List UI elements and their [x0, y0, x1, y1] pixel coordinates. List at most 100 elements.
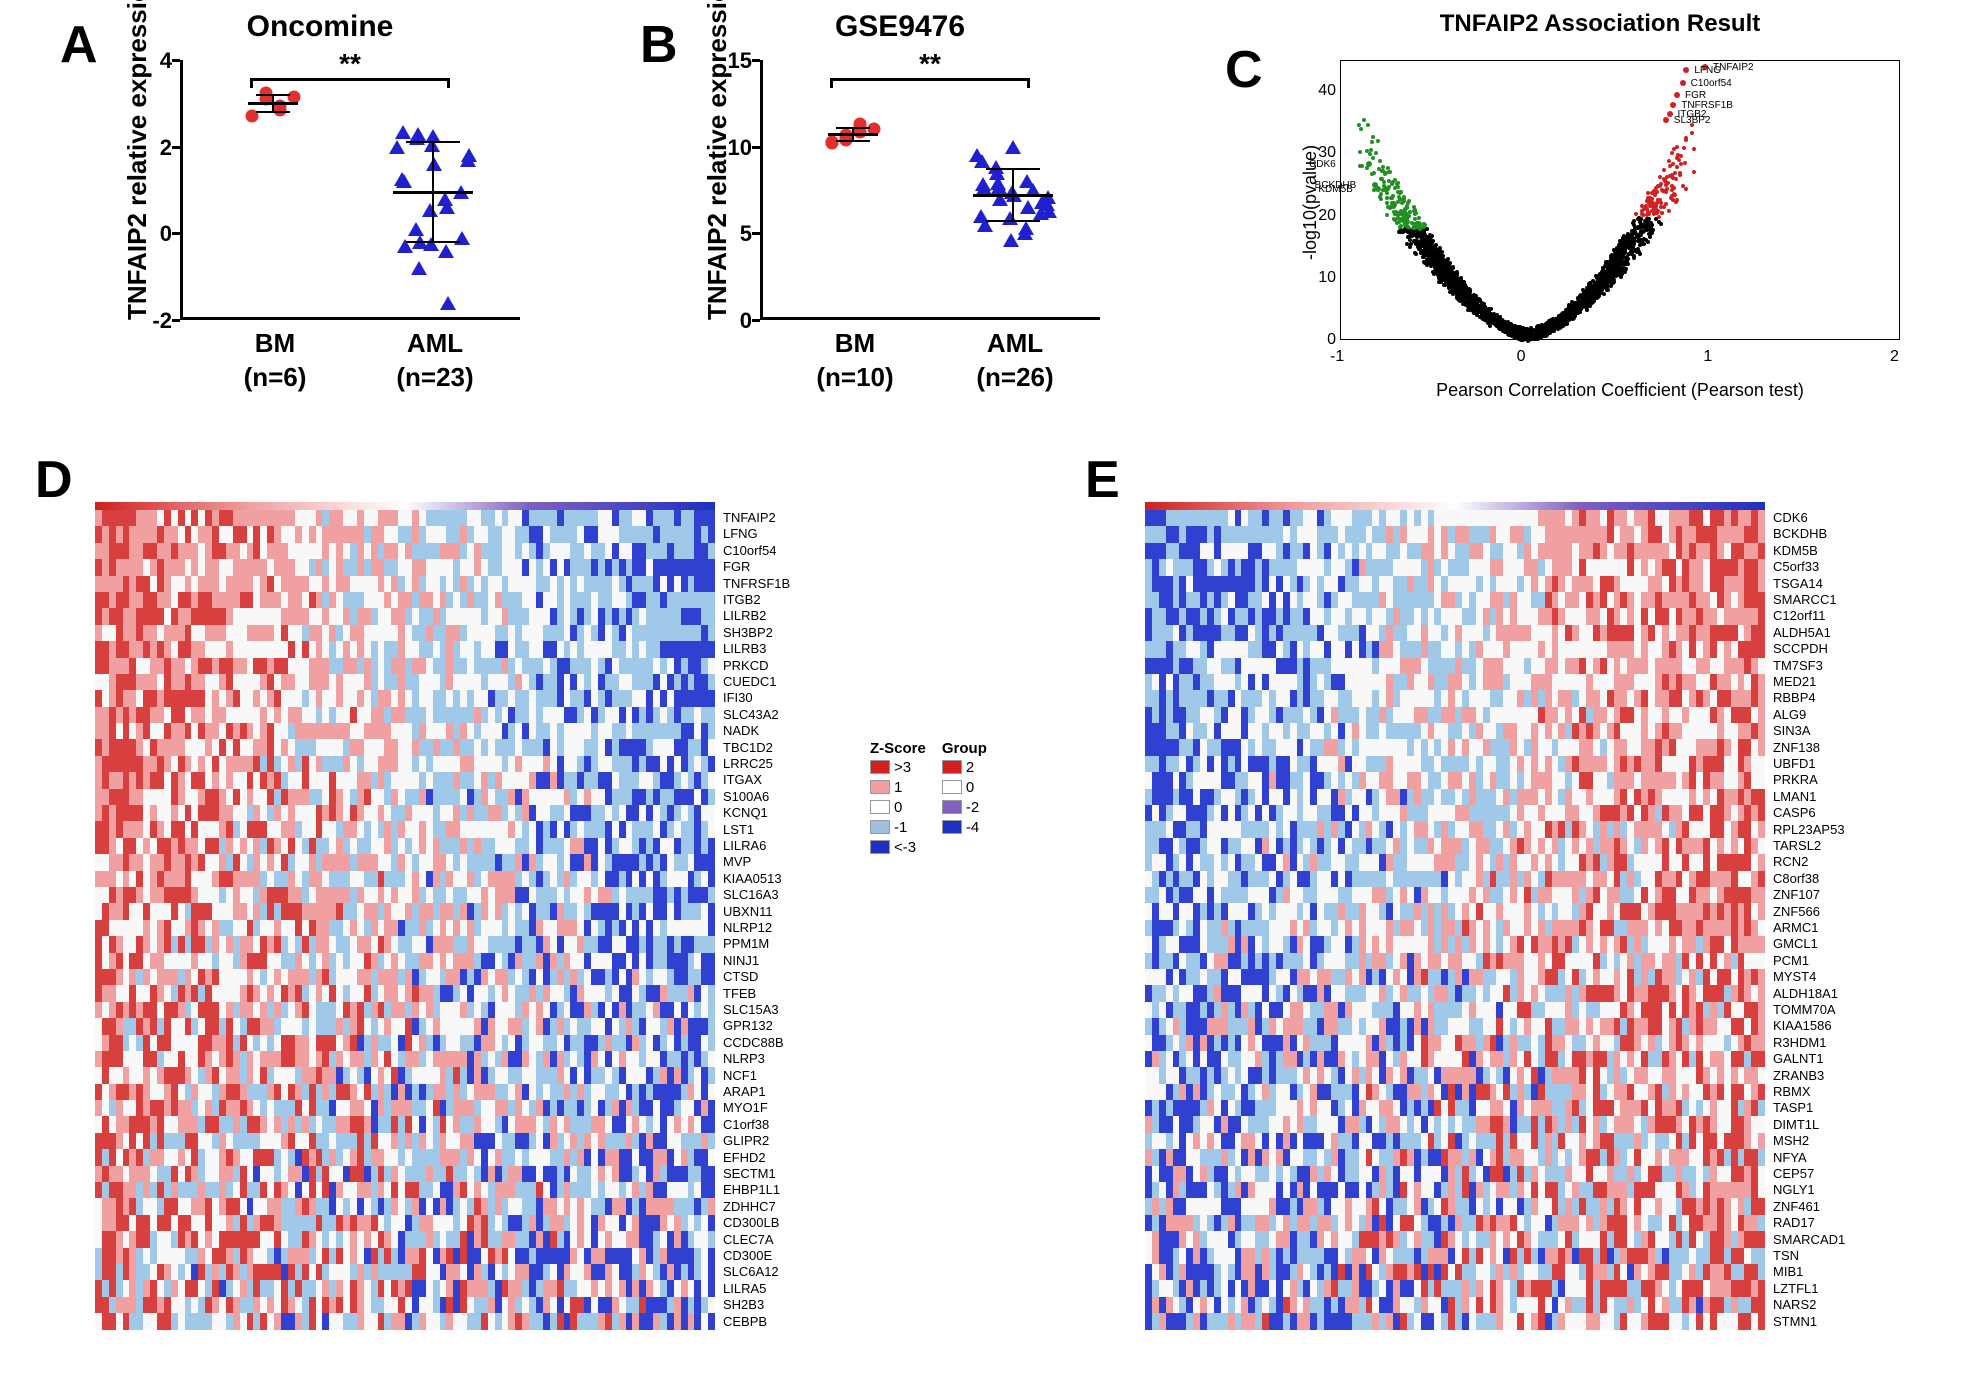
- heatmap-cell: [577, 871, 584, 887]
- heatmap-cell: [426, 854, 433, 870]
- heatmap-cell: [123, 953, 130, 969]
- heatmap-cell: [95, 887, 102, 903]
- heatmap-cell: [460, 789, 467, 805]
- heatmap-cell: [116, 674, 123, 690]
- heatmap-cell: [371, 821, 378, 837]
- heatmap-cell: [433, 756, 440, 772]
- heatmap-cell: [543, 510, 550, 526]
- heatmap-cell: [164, 576, 171, 592]
- heatmap-cell: [309, 739, 316, 755]
- panel-d: TNFAIP2LFNGC10orf54FGRTNFRSF1BITGB2LILRB…: [95, 480, 835, 1360]
- heatmap-cell: [412, 838, 419, 854]
- heatmap-cell: [570, 690, 577, 706]
- heatmap-cell: [577, 559, 584, 575]
- heatmap-cell: [350, 608, 357, 624]
- heatmap-cell: [109, 576, 116, 592]
- heatmap-cell: [612, 854, 619, 870]
- heatmap-cell: [557, 559, 564, 575]
- heatmap-cell: [171, 723, 178, 739]
- heatmap-row: [95, 903, 715, 919]
- heatmap-cell: [419, 576, 426, 592]
- heatmap-cell: [433, 543, 440, 559]
- heatmap-cell: [109, 805, 116, 821]
- heatmap-cell: [364, 674, 371, 690]
- heatmap-cell: [212, 821, 219, 837]
- heatmap-cell: [109, 756, 116, 772]
- heatmap-cell: [674, 854, 681, 870]
- heatmap-cell: [639, 592, 646, 608]
- sd-vertical: [852, 128, 854, 142]
- heatmap-cell: [240, 903, 247, 919]
- heatmap-cell: [564, 707, 571, 723]
- heatmap-cell: [591, 756, 598, 772]
- heatmap-cell: [322, 576, 329, 592]
- heatmap-cell: [557, 608, 564, 624]
- heatmap-cell: [391, 690, 398, 706]
- heatmap-cell: [329, 690, 336, 706]
- heatmap-cell: [143, 543, 150, 559]
- volcano-point: [1531, 337, 1535, 341]
- volcano-point: [1649, 221, 1653, 225]
- heatmap-cell: [191, 576, 198, 592]
- heatmap-cell: [508, 821, 515, 837]
- heatmap-cell: [584, 526, 591, 542]
- heatmap-cell: [343, 543, 350, 559]
- heatmap-cell: [508, 543, 515, 559]
- heatmap-cell: [481, 805, 488, 821]
- heatmap-cell: [136, 576, 143, 592]
- heatmap-cell: [536, 772, 543, 788]
- heatmap-cell: [322, 641, 329, 657]
- heatmap-cell: [688, 723, 695, 739]
- aml-point: [1039, 197, 1055, 211]
- heatmap-cell: [481, 658, 488, 674]
- heatmap-cell: [357, 723, 364, 739]
- heatmap-row: [95, 985, 715, 1001]
- heatmap-cell: [536, 756, 543, 772]
- heatmap-cell: [626, 953, 633, 969]
- volcano-point: [1408, 245, 1412, 249]
- volcano-point: [1404, 220, 1408, 224]
- heatmap-cell: [598, 772, 605, 788]
- heatmap-cell: [660, 658, 667, 674]
- heatmap-cell: [632, 789, 639, 805]
- heatmap-cell: [405, 936, 412, 952]
- heatmap-cell: [398, 936, 405, 952]
- heatmap-cell: [219, 510, 226, 526]
- heatmap-cell: [577, 707, 584, 723]
- heatmap-cell: [178, 510, 185, 526]
- heatmap-cell: [171, 953, 178, 969]
- heatmap-cell: [405, 690, 412, 706]
- heatmap-cell: [667, 871, 674, 887]
- heatmap-cell: [150, 854, 157, 870]
- heatmap-cell: [674, 887, 681, 903]
- heatmap-cell: [233, 576, 240, 592]
- heatmap-cell: [612, 576, 619, 592]
- heatmap-cell: [247, 789, 254, 805]
- heatmap-cell: [605, 559, 612, 575]
- heatmap-cell: [247, 805, 254, 821]
- heatmap-cell: [557, 576, 564, 592]
- y-tick-label: 0: [722, 308, 752, 334]
- heatmap-cell: [391, 887, 398, 903]
- heatmap-cell: [329, 887, 336, 903]
- heatmap-cell: [667, 674, 674, 690]
- heatmap-cell: [240, 674, 247, 690]
- heatmap-cell: [502, 592, 509, 608]
- heatmap-cell: [95, 985, 102, 1001]
- heatmap-cell: [391, 543, 398, 559]
- volcano-point: [1447, 279, 1451, 283]
- heatmap-cell: [681, 608, 688, 624]
- heatmap-cell: [440, 838, 447, 854]
- heatmap-cell: [102, 674, 109, 690]
- heatmap-cell: [219, 903, 226, 919]
- volcano-point: [1425, 253, 1429, 257]
- heatmap-cell: [653, 739, 660, 755]
- heatmap-cell: [453, 592, 460, 608]
- heatmap-row: [95, 510, 715, 526]
- heatmap-cell: [274, 723, 281, 739]
- heatmap-cell: [674, 838, 681, 854]
- heatmap-cell: [453, 707, 460, 723]
- heatmap-cell: [701, 756, 708, 772]
- heatmap-cell: [564, 739, 571, 755]
- volcano-point: [1605, 265, 1609, 269]
